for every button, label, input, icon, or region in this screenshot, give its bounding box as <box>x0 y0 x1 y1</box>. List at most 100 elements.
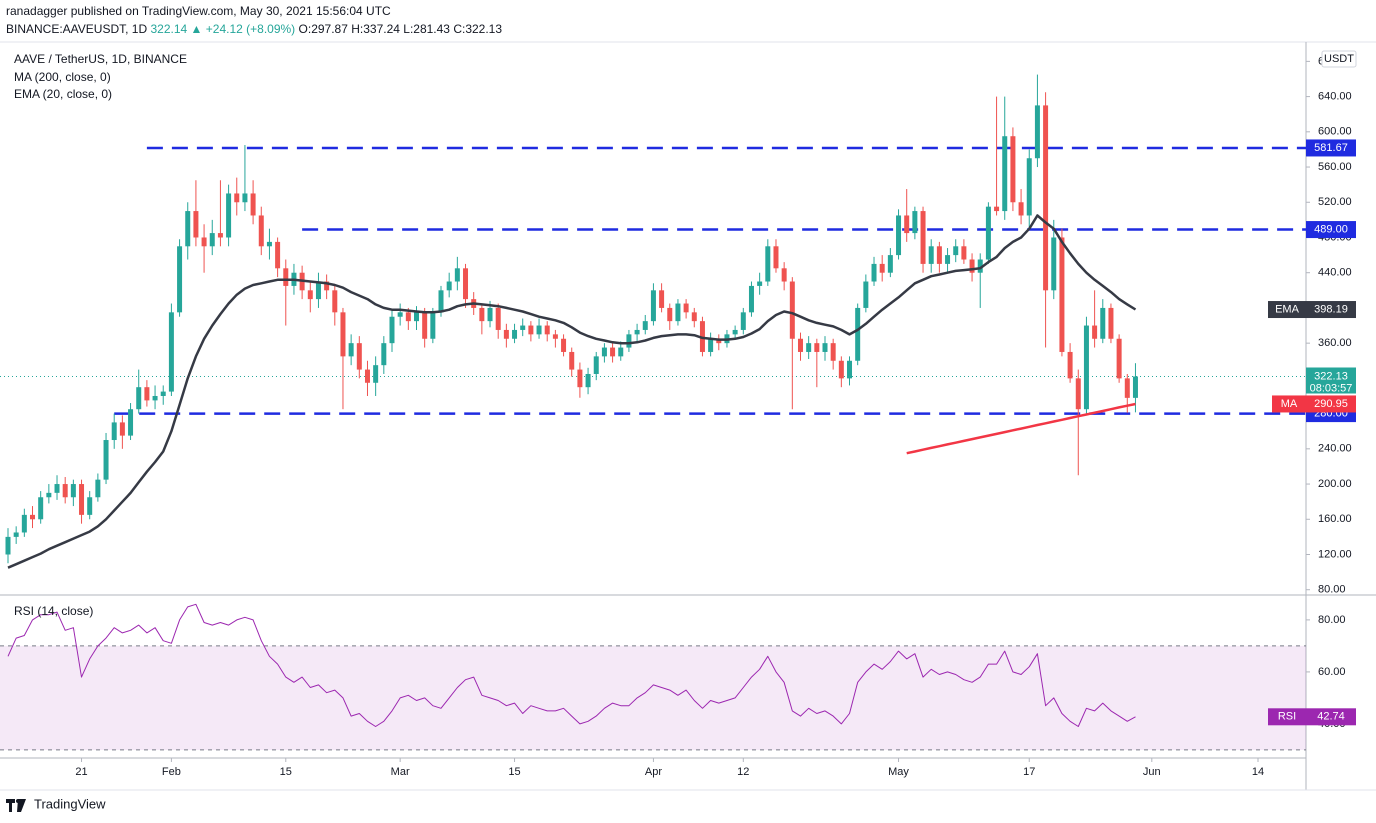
candle-body <box>953 246 959 256</box>
candle-body <box>569 351 575 370</box>
candle-body <box>716 338 722 344</box>
indicator-box <box>1306 301 1356 319</box>
x-tick-label: 15 <box>280 766 292 778</box>
candle-body <box>1026 158 1032 216</box>
candle-body <box>1092 325 1098 339</box>
candle-body <box>79 484 85 515</box>
indicator-box <box>1306 395 1356 413</box>
y-tick-label: 560.00 <box>1318 161 1352 173</box>
last-price-box <box>1306 367 1356 394</box>
candle-body <box>373 365 379 383</box>
candle-body <box>561 338 567 352</box>
candle-body <box>315 281 321 300</box>
candle-body <box>87 497 93 515</box>
change: +24.12 (+8.09%) <box>206 22 295 36</box>
candle-body <box>544 325 550 335</box>
candle-body <box>201 237 207 247</box>
y-tick-label: 200.00 <box>1318 478 1352 490</box>
x-tick-label: 17 <box>1023 766 1035 778</box>
indicator-tag-box <box>1272 395 1306 413</box>
candle-body <box>414 312 419 322</box>
candle-body <box>136 387 142 410</box>
x-tick-label: May <box>888 766 909 778</box>
y-tick-label: 120.00 <box>1318 548 1352 560</box>
candle-body <box>258 215 264 247</box>
candle-body <box>1051 237 1057 291</box>
candle-body <box>757 281 763 286</box>
candle-body <box>128 409 134 436</box>
candle-body <box>324 281 330 291</box>
candle-body <box>675 303 681 322</box>
candle-body <box>855 307 861 361</box>
candle-body <box>348 343 354 357</box>
x-tick-label: Jun <box>1143 766 1161 778</box>
currency: USDT <box>1324 53 1354 65</box>
rsi-tag: RSI <box>1278 711 1296 723</box>
candle-body <box>945 255 951 264</box>
candle-body <box>642 321 648 330</box>
y-tick-label: 360.00 <box>1318 337 1352 349</box>
rsi-box <box>1306 708 1356 726</box>
rsi-tag-box <box>1268 708 1306 726</box>
candle-body <box>446 281 452 291</box>
x-tick-label: 15 <box>508 766 520 778</box>
logo <box>6 799 26 812</box>
x-tick-label: 12 <box>737 766 749 778</box>
legend-rsi: RSI (14, close) <box>14 604 93 618</box>
candle-body <box>912 211 918 234</box>
rsi-band <box>0 645 1306 750</box>
candle-body <box>405 312 411 322</box>
candle-body <box>618 347 624 357</box>
candle-body <box>234 193 240 203</box>
candle-body <box>1075 378 1081 410</box>
candle-body <box>152 395 158 401</box>
candle-body <box>1132 376 1138 398</box>
candle-body <box>822 343 828 352</box>
logo-icon <box>6 799 26 812</box>
candle-body <box>160 391 166 396</box>
candle-body <box>70 484 76 498</box>
candle-body <box>830 343 836 361</box>
x-tick-label: Feb <box>162 766 181 778</box>
level-box <box>1306 139 1356 157</box>
candle-body <box>585 373 591 388</box>
candle-body <box>920 211 926 264</box>
candle-body <box>520 325 526 330</box>
candle-body <box>797 338 803 352</box>
candle-body <box>593 356 599 374</box>
candle-body <box>242 193 248 203</box>
candle-body <box>610 347 616 357</box>
candle-body <box>708 338 714 352</box>
candle-body <box>814 343 820 352</box>
candle-body <box>13 532 19 537</box>
indicator-tag-box <box>1268 301 1306 319</box>
rsi-tick-label: 60.00 <box>1318 666 1346 678</box>
candle-body <box>389 316 395 344</box>
countdown: 08:03:57 <box>1310 382 1353 394</box>
indicator-tag: MA <box>1281 398 1298 410</box>
candle-body <box>528 325 534 335</box>
candle-body <box>21 514 27 533</box>
level-value: 581.67 <box>1314 142 1348 154</box>
candle-body <box>896 215 902 256</box>
x-tick-label: 14 <box>1252 766 1264 778</box>
chart-title: AAVE / TetherUS, 1D, BINANCE <box>14 52 187 66</box>
candle-body <box>691 312 697 322</box>
candle-body <box>536 325 542 335</box>
candle-body <box>487 307 493 322</box>
currency-badge <box>1321 50 1357 68</box>
candle-body <box>5 536 11 555</box>
candle-body <box>634 329 640 335</box>
indicator-line <box>7 214 1137 569</box>
candle-body <box>732 329 738 335</box>
candle-body <box>936 246 942 264</box>
candle-body <box>454 268 460 282</box>
y-tick-label: 240.00 <box>1318 443 1352 455</box>
candle-body <box>283 268 289 286</box>
candle-body <box>463 268 469 300</box>
candle-body <box>659 290 665 308</box>
candle-body <box>667 307 673 322</box>
x-tick-label: 21 <box>75 766 87 778</box>
candle-body <box>250 193 256 216</box>
